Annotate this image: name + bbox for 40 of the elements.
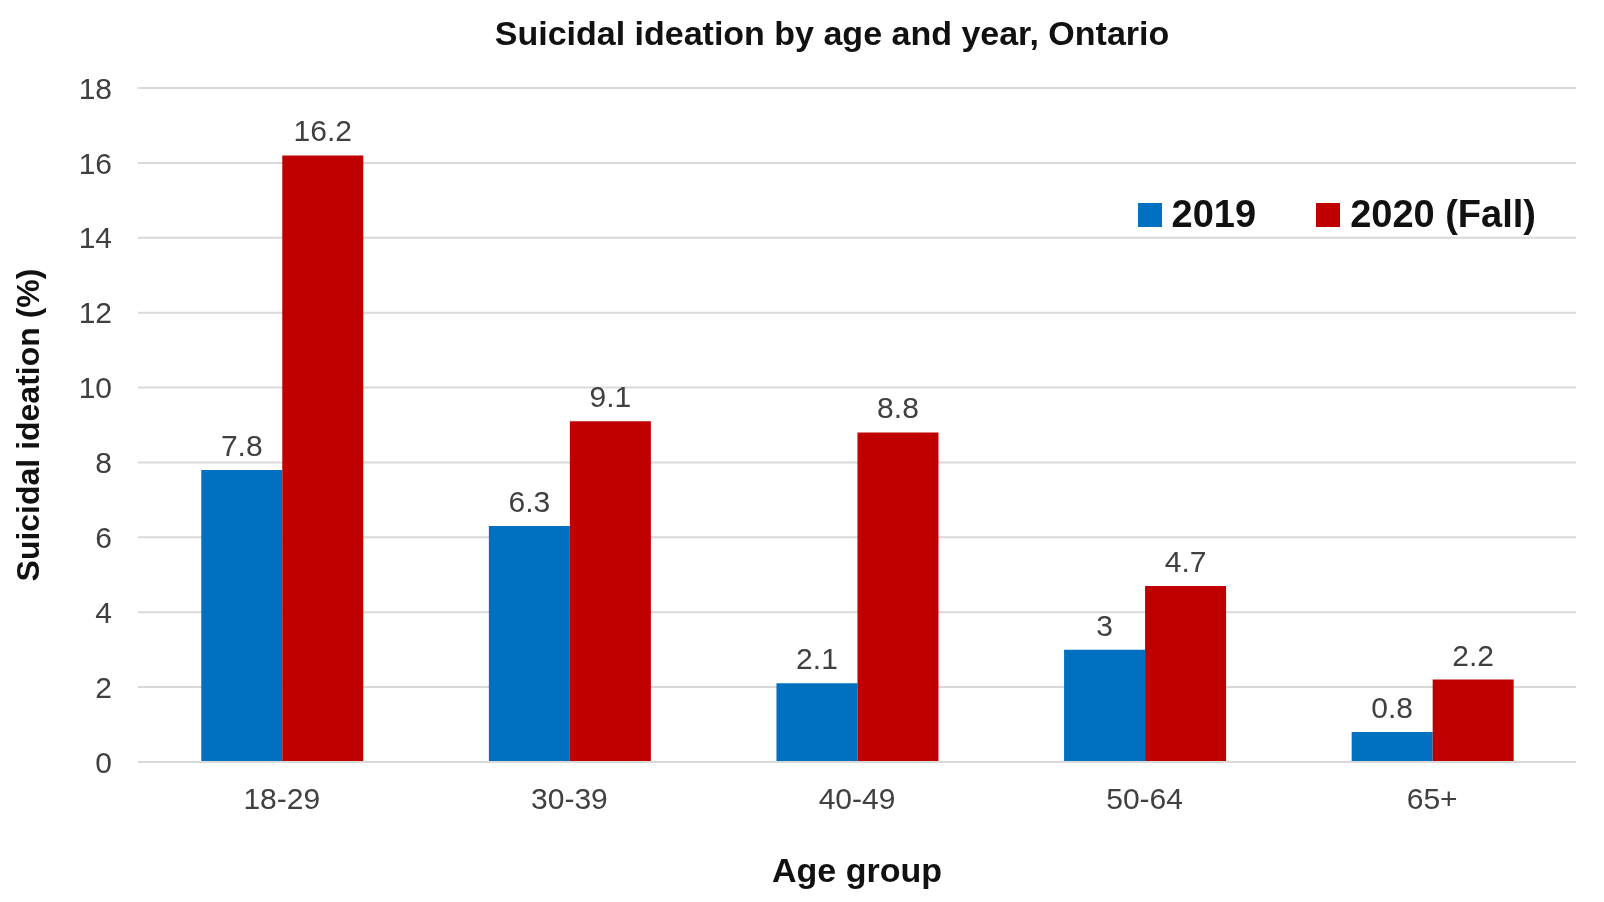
bar [1064, 649, 1146, 762]
data-label: 7.8 [220, 428, 263, 462]
y-tick-label: 18 [78, 71, 112, 105]
data-label: 2.2 [1452, 638, 1495, 672]
y-tick-label: 12 [78, 296, 112, 330]
y-tick-label: 0 [95, 745, 112, 779]
y-axis-title: Suicidal ideation (%) [10, 268, 47, 582]
data-label: 16.2 [293, 114, 352, 148]
x-axis-title: Age group [772, 851, 942, 889]
x-tick-label: 18-29 [243, 782, 321, 816]
chart-title: Suicidal ideation by age and year, Ontario [493, 13, 1171, 54]
y-tick-label: 6 [95, 520, 112, 554]
data-label: 0.8 [1371, 691, 1414, 725]
data-label: 2.1 [796, 642, 838, 676]
legend-label: 2019 [1171, 193, 1257, 236]
y-tick-label: 16 [78, 146, 112, 180]
y-tick-label: 4 [95, 595, 112, 629]
data-label: 9.1 [589, 380, 632, 414]
y-tick-label: 8 [95, 446, 112, 480]
bar [1145, 586, 1227, 762]
y-tick-label: 2 [95, 670, 112, 704]
bar [857, 432, 939, 762]
data-label: 4.7 [1164, 545, 1207, 579]
y-tick-label: 14 [78, 221, 112, 255]
bar [569, 421, 651, 762]
data-label: 6.3 [508, 485, 551, 519]
bar [1432, 679, 1514, 762]
bar [282, 155, 364, 762]
bar [776, 683, 858, 762]
data-label: 3 [1096, 608, 1113, 642]
data-label: 8.8 [877, 391, 919, 425]
bar [201, 469, 283, 762]
y-tick-label: 10 [78, 371, 112, 405]
legend-label: 2020 (Fall) [1350, 193, 1536, 236]
x-tick-label: 30-39 [531, 782, 608, 816]
bar [1351, 732, 1433, 762]
x-tick-label: 40-49 [818, 782, 896, 816]
bar [488, 526, 570, 762]
x-tick-label: 65+ [1406, 782, 1458, 816]
x-tick-label: 50-64 [1106, 782, 1183, 816]
